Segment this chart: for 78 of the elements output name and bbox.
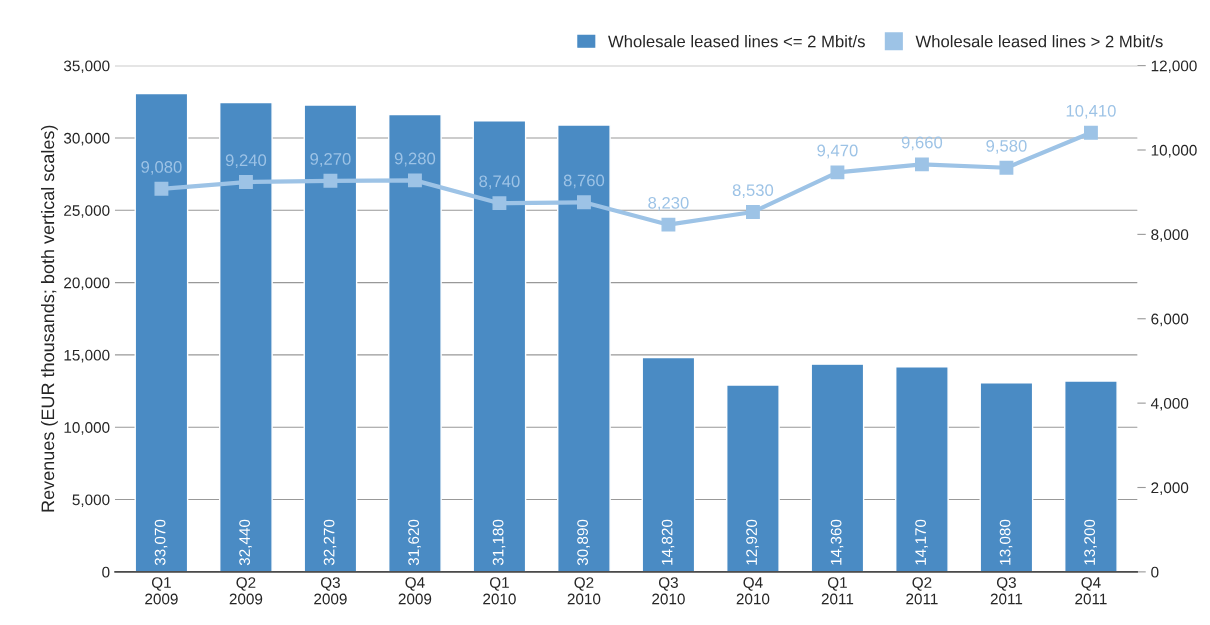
bar (472, 120, 527, 572)
bar (134, 92, 189, 572)
bar (979, 381, 1034, 572)
legend-label: Wholesale leased lines > 2 Mbit/s (915, 35, 1163, 48)
y-axis-title: Revenues (EUR thousands; both vertical scales) (40, 125, 58, 512)
y-tick-label: 35,000 (63, 60, 110, 74)
data-label: 12,920 (746, 519, 759, 565)
y-tick-label: 5,000 (72, 494, 110, 508)
x-tick-label: Q3 2009 (314, 577, 347, 605)
point (576, 195, 591, 210)
point (407, 173, 422, 188)
x-tick-label: Q1 2011 (821, 577, 854, 605)
x-tick-label: Q4 2011 (1075, 577, 1107, 605)
bar (1064, 380, 1118, 572)
point (1083, 125, 1098, 140)
bar (895, 366, 949, 572)
data-label: 9,080 (141, 161, 182, 175)
data-label: 9,580 (986, 139, 1027, 154)
data-label: 9,240 (225, 154, 267, 169)
point (830, 165, 845, 180)
x-tick-label: Q1 2009 (145, 577, 178, 605)
y-tick-label: 25,000 (64, 205, 110, 218)
y-tick-label: 15,000 (64, 349, 110, 363)
y2-tick-label: 0 (1151, 566, 1159, 578)
y2-tick-label: 4,000 (1150, 397, 1189, 411)
y2-tick-label: 12,000 (1151, 60, 1197, 74)
bar (810, 363, 865, 572)
x-tick-label: Q2 2010 (567, 577, 601, 605)
data-label: 13,080 (999, 519, 1013, 565)
data-label: 13,200 (1084, 519, 1097, 565)
data-label: 32,440 (239, 519, 252, 566)
x-tick-label: Q1 2010 (483, 577, 516, 605)
data-label: 31,180 (492, 519, 506, 566)
point (661, 217, 676, 232)
x-tick-label: Q4 2010 (736, 577, 770, 605)
bar (303, 104, 358, 572)
point (914, 157, 929, 172)
data-label: 9,470 (817, 144, 858, 159)
data-label: 14,170 (915, 519, 928, 565)
y2-tick-label: 6,000 (1151, 313, 1189, 327)
data-label: 33,070 (154, 519, 168, 566)
x-tick-label: Q3 2010 (652, 577, 685, 605)
point (492, 196, 507, 211)
data-label: 8,740 (479, 175, 520, 190)
y-tick-label: 10,000 (64, 422, 110, 435)
point (999, 160, 1014, 175)
data-label: 9,660 (901, 136, 943, 151)
bar (557, 124, 611, 572)
y2-tick-label: 10,000 (1151, 144, 1197, 158)
legend-label: Wholesale leased lines <= 2 Mbit/s (608, 35, 865, 48)
data-label: 31,620 (408, 519, 421, 566)
y2-tick-label: 8,000 (1151, 229, 1189, 242)
x-tick-label: Q3 2011 (990, 577, 1023, 605)
bar (641, 356, 696, 572)
y-tick-label: 20,000 (64, 277, 110, 291)
x-tick-label: Q2 2009 (229, 577, 263, 605)
data-label: 30,890 (577, 519, 590, 566)
data-label: 9,280 (394, 152, 436, 167)
bar (388, 113, 442, 572)
point (323, 173, 338, 188)
data-label: 8,230 (648, 196, 689, 211)
data-label: 14,820 (661, 519, 675, 565)
x-tick-label: Q2 2011 (906, 577, 938, 605)
point (745, 205, 760, 219)
data-label: 8,530 (732, 184, 774, 199)
data-label: 32,270 (323, 519, 337, 566)
data-label: 10,410 (1066, 104, 1116, 119)
x-tick-label: Q4 2009 (398, 577, 432, 605)
point (238, 175, 253, 190)
point (154, 181, 169, 196)
y2-tick-label: 2,000 (1151, 482, 1189, 495)
data-label: 14,360 (830, 519, 844, 565)
y-tick-label: 30,000 (63, 132, 110, 146)
bar (219, 101, 273, 572)
bar (726, 384, 780, 572)
data-label: 8,760 (563, 174, 605, 189)
data-label: 9,270 (310, 153, 351, 167)
y-tick-label: 0 (102, 566, 110, 578)
